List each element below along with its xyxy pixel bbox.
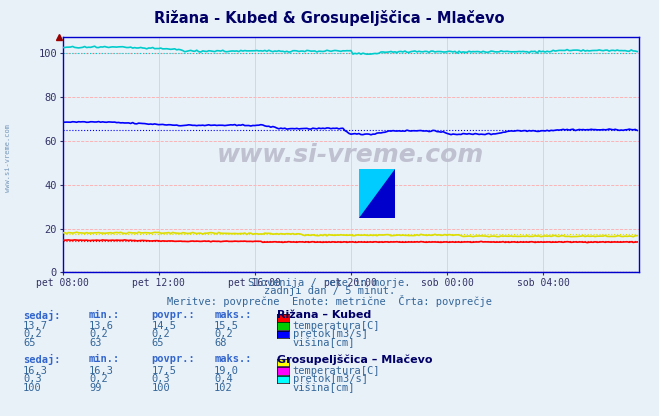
Text: min.:: min.:: [89, 354, 120, 364]
Text: www.si-vreme.com: www.si-vreme.com: [5, 124, 11, 192]
Text: Rižana - Kubed & Grosupeljščica - Mlačevo: Rižana - Kubed & Grosupeljščica - Mlačev…: [154, 10, 505, 26]
Text: maks.:: maks.:: [214, 310, 252, 320]
Text: višina[cm]: višina[cm]: [293, 338, 355, 348]
Text: 65: 65: [23, 338, 36, 348]
Text: www.si-vreme.com: www.si-vreme.com: [217, 143, 484, 167]
Text: 15,5: 15,5: [214, 321, 239, 331]
Text: 0,2: 0,2: [23, 329, 42, 339]
Text: 0,3: 0,3: [23, 374, 42, 384]
Text: 65: 65: [152, 338, 164, 348]
Text: temperatura[C]: temperatura[C]: [293, 366, 380, 376]
Text: 17,5: 17,5: [152, 366, 177, 376]
Text: zadnji dan / 5 minut.: zadnji dan / 5 minut.: [264, 286, 395, 296]
Text: povpr.:: povpr.:: [152, 310, 195, 320]
Text: 100: 100: [152, 383, 170, 393]
Text: 99: 99: [89, 383, 101, 393]
Text: 68: 68: [214, 338, 227, 348]
Text: pretok[m3/s]: pretok[m3/s]: [293, 374, 368, 384]
Text: 0,4: 0,4: [214, 374, 233, 384]
Text: 14,5: 14,5: [152, 321, 177, 331]
Text: 16,3: 16,3: [23, 366, 48, 376]
Text: višina[cm]: višina[cm]: [293, 383, 355, 393]
Text: Grosupeljščica – Mlačevo: Grosupeljščica – Mlačevo: [277, 354, 432, 365]
Text: temperatura[C]: temperatura[C]: [293, 321, 380, 331]
Text: 100: 100: [23, 383, 42, 393]
Polygon shape: [359, 169, 395, 218]
Text: Slovenija / reke in morje.: Slovenija / reke in morje.: [248, 278, 411, 288]
Text: 0,2: 0,2: [89, 374, 107, 384]
Text: 102: 102: [214, 383, 233, 393]
Text: 0,2: 0,2: [89, 329, 107, 339]
Polygon shape: [359, 169, 395, 218]
Text: Rižana – Kubed: Rižana – Kubed: [277, 310, 371, 320]
Text: 0,2: 0,2: [214, 329, 233, 339]
Text: sedaj:: sedaj:: [23, 354, 61, 366]
Text: 0,3: 0,3: [152, 374, 170, 384]
Text: maks.:: maks.:: [214, 354, 252, 364]
Text: 63: 63: [89, 338, 101, 348]
Text: pretok[m3/s]: pretok[m3/s]: [293, 329, 368, 339]
Text: 13,7: 13,7: [23, 321, 48, 331]
Text: min.:: min.:: [89, 310, 120, 320]
Text: 19,0: 19,0: [214, 366, 239, 376]
Text: povpr.:: povpr.:: [152, 354, 195, 364]
Text: 16,3: 16,3: [89, 366, 114, 376]
Text: Meritve: povprečne  Enote: metrične  Črta: povprečje: Meritve: povprečne Enote: metrične Črta:…: [167, 295, 492, 307]
Text: sedaj:: sedaj:: [23, 310, 61, 321]
Text: 13,6: 13,6: [89, 321, 114, 331]
Text: 0,2: 0,2: [152, 329, 170, 339]
